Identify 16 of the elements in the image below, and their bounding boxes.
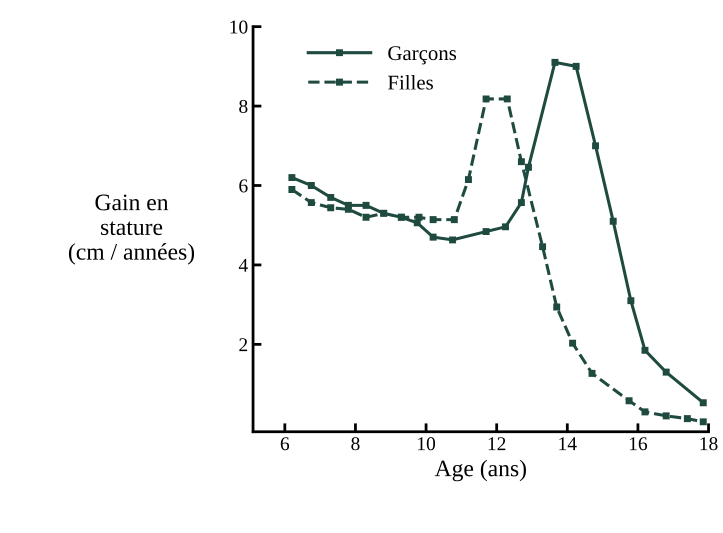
y-axis-title: Gain en stature (cm / années): [68, 194, 194, 265]
x-tick-label: 6: [280, 437, 290, 450]
x-tick-label: 12: [488, 437, 506, 450]
x-tick-label: 8: [351, 437, 360, 450]
y-tick-label: 4: [238, 258, 248, 272]
y-tick-label: 2: [239, 338, 248, 352]
x-tick-label: 14: [559, 437, 577, 450]
x-tick-label: 18: [700, 437, 718, 450]
y-tick-label: 8: [239, 100, 248, 114]
y-tick-label: 10: [230, 20, 248, 34]
legend-label: Filles: [388, 74, 433, 90]
x-tick-label: 16: [630, 437, 648, 450]
x-tick-label: 10: [418, 437, 436, 450]
y-tick-label: 6: [239, 179, 248, 192]
x-axis-title: Age (ans): [434, 460, 526, 482]
legend-label: Garçons: [388, 46, 456, 64]
